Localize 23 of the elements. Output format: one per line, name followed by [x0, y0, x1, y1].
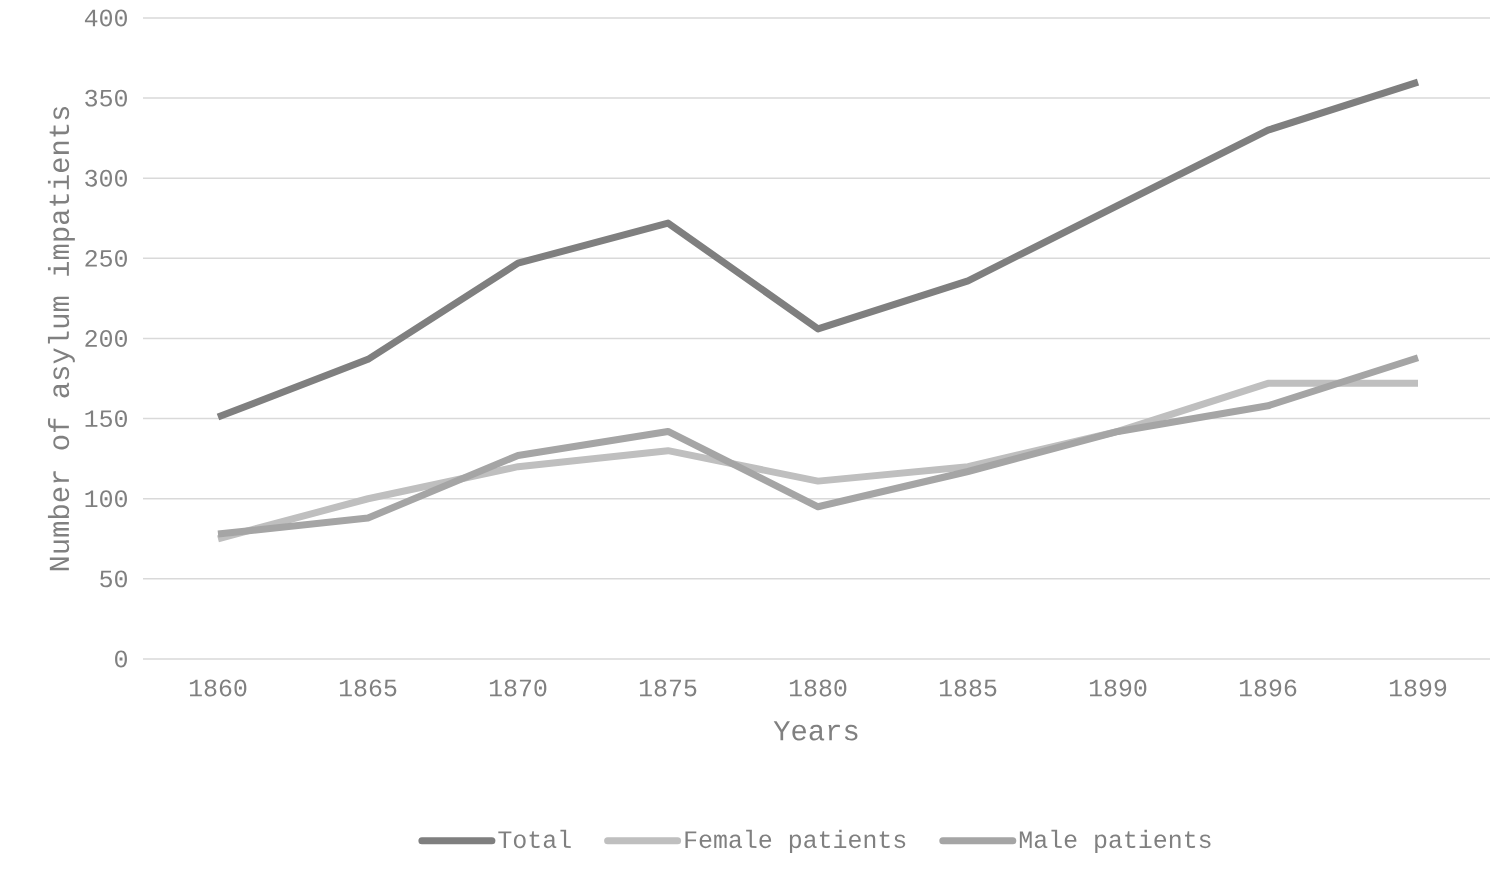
legend-label: Male patients	[1019, 829, 1211, 854]
y-tick-label: 50	[100, 570, 127, 588]
y-tick-label: 100	[85, 490, 127, 508]
x-tick-label: 1899	[1389, 679, 1447, 697]
x-tick-label: 1870	[489, 679, 547, 697]
legend-label: Total	[498, 829, 571, 849]
x-tick-label: 1860	[189, 679, 247, 697]
y-tick-label: 0	[115, 650, 127, 668]
x-tick-label: 1885	[939, 679, 997, 697]
x-tick-label: 1880	[789, 679, 847, 697]
y-tick-label: 300	[85, 169, 127, 187]
y-axis-title: Number of asylum impatients	[47, 106, 75, 571]
y-tick-label: 350	[85, 89, 127, 107]
y-tick-label: 150	[85, 410, 127, 428]
legend-label: Female patients	[685, 829, 906, 854]
x-tick-label: 1875	[639, 679, 697, 697]
x-tick-label: 1890	[1089, 679, 1147, 697]
x-tick-label: 1865	[339, 679, 397, 697]
y-tick-label: 400	[84, 9, 127, 27]
x-axis-title: Years	[773, 721, 858, 741]
y-tick-label: 250	[85, 249, 127, 267]
x-tick-label: 1896	[1239, 679, 1297, 697]
y-tick-label: 200	[85, 330, 127, 347]
